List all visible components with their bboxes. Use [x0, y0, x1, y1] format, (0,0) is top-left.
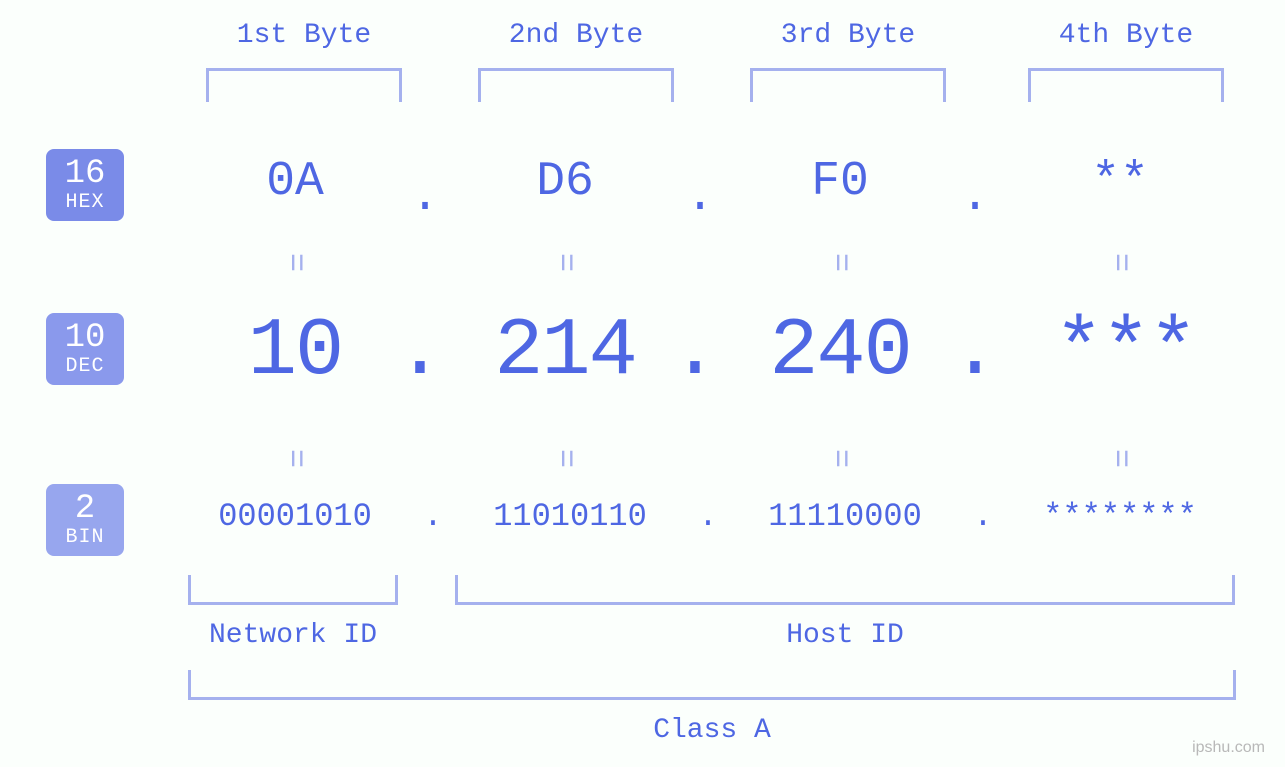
label-host-id: Host ID — [455, 620, 1235, 651]
top-bracket-4 — [1028, 68, 1224, 102]
bracket-network-id — [188, 575, 398, 605]
top-bracket-2 — [478, 68, 674, 102]
label-class: Class A — [188, 715, 1236, 746]
top-bracket-3 — [750, 68, 946, 102]
badge-bin-num: 2 — [75, 492, 95, 528]
dec-dot-1: . — [395, 305, 445, 398]
bin-dot-1: . — [418, 498, 448, 535]
bin-byte-4: ******** — [995, 498, 1245, 535]
top-bracket-1 — [206, 68, 402, 102]
equals-1-1: = — [277, 248, 314, 278]
byte-header-4: 4th Byte — [1028, 20, 1224, 51]
dec-byte-4: *** — [1010, 305, 1240, 398]
dec-byte-1: 10 — [190, 305, 400, 398]
equals-2-2: = — [547, 444, 584, 474]
hex-byte-3: F0 — [740, 155, 940, 209]
equals-1-3: = — [822, 248, 859, 278]
badge-dec-label: DEC — [65, 356, 104, 377]
byte-header-2: 2nd Byte — [478, 20, 674, 51]
badge-hex-num: 16 — [65, 157, 106, 193]
bin-byte-3: 11110000 — [720, 498, 970, 535]
dec-byte-3: 240 — [730, 305, 950, 398]
equals-2-4: = — [1102, 444, 1139, 474]
ip-diagram: 1st Byte 2nd Byte 3rd Byte 4th Byte 16 H… — [0, 0, 1285, 767]
watermark: ipshu.com — [1192, 739, 1265, 757]
bin-byte-2: 11010110 — [445, 498, 695, 535]
bin-dot-2: . — [693, 498, 723, 535]
equals-2-1: = — [277, 444, 314, 474]
dec-dot-3: . — [950, 305, 1000, 398]
hex-byte-2: D6 — [465, 155, 665, 209]
byte-header-1: 1st Byte — [206, 20, 402, 51]
byte-header-3: 3rd Byte — [750, 20, 946, 51]
hex-dot-1: . — [410, 170, 440, 224]
hex-byte-4: ** — [1015, 155, 1225, 209]
equals-2-3: = — [822, 444, 859, 474]
equals-1-4: = — [1102, 248, 1139, 278]
hex-dot-2: . — [685, 170, 715, 224]
equals-1-2: = — [547, 248, 584, 278]
badge-hex: 16 HEX — [46, 149, 124, 221]
dec-byte-2: 214 — [455, 305, 675, 398]
hex-byte-1: 0A — [190, 155, 400, 209]
label-network-id: Network ID — [188, 620, 398, 651]
bracket-class — [188, 670, 1236, 700]
hex-dot-3: . — [960, 170, 990, 224]
bin-byte-1: 00001010 — [170, 498, 420, 535]
bracket-host-id — [455, 575, 1235, 605]
bin-dot-3: . — [968, 498, 998, 535]
badge-dec: 10 DEC — [46, 313, 124, 385]
badge-dec-num: 10 — [65, 321, 106, 357]
badge-hex-label: HEX — [65, 192, 104, 213]
dec-dot-2: . — [670, 305, 720, 398]
badge-bin-label: BIN — [65, 527, 104, 548]
badge-bin: 2 BIN — [46, 484, 124, 556]
